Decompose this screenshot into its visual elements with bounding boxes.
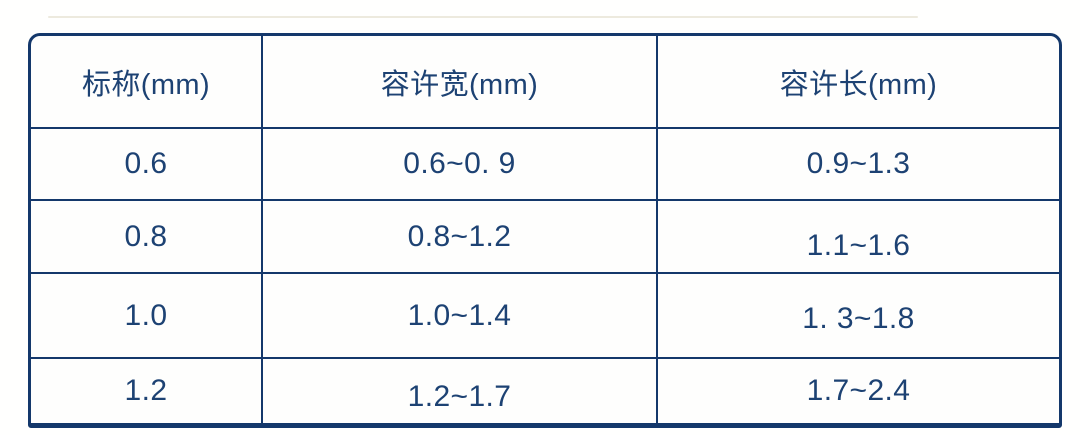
cell-allowed-length: 1. 3~1.8 — [656, 272, 1059, 357]
cell-allowed-length: 1.7~2.4 — [656, 357, 1059, 423]
cell-nominal: 1.2 — [31, 357, 261, 423]
cell-value: 1.1~1.6 — [806, 228, 911, 262]
cell-nominal: 1.0 — [31, 272, 261, 357]
header-label: 标称(mm) — [81, 68, 211, 101]
cell-value: 1.2~1.7 — [407, 380, 512, 413]
cell-value: 1.0~1.4 — [407, 298, 512, 332]
header-label: 容许长(mm) — [779, 68, 938, 101]
cell-value: 0.8 — [124, 219, 168, 253]
cell-allowed-width: 0.8~1.2 — [261, 199, 656, 272]
cell-allowed-width: 1.2~1.7 — [261, 357, 656, 423]
cell-allowed-length: 1.1~1.6 — [656, 199, 1059, 272]
cell-nominal: 0.6 — [31, 127, 261, 199]
cell-allowed-width: 0.6~0. 9 — [261, 127, 656, 199]
header-label: 容许宽(mm) — [380, 68, 539, 101]
cell-value: 0.6 — [124, 147, 168, 180]
cell-allowed-length: 0.9~1.3 — [656, 127, 1059, 199]
cropped-element-edge — [48, 16, 918, 18]
cell-value: 0.8~1.2 — [407, 219, 512, 253]
tolerance-table: 标称(mm) 容许宽(mm) 容许长(mm) 0.6 0.6~0. 9 0.9~… — [28, 33, 1062, 428]
cell-nominal: 0.8 — [31, 199, 261, 272]
cell-value: 0.6~0. 9 — [403, 147, 516, 180]
cell-value: 1. 3~1.8 — [802, 301, 915, 335]
cell-value: 0.9~1.3 — [806, 147, 911, 180]
cell-value: 1.0 — [124, 298, 168, 332]
cell-value: 1.2 — [124, 374, 168, 407]
header-cell-nominal: 标称(mm) — [31, 36, 261, 127]
cell-value: 1.7~2.4 — [806, 374, 911, 407]
header-cell-allowed-length: 容许长(mm) — [656, 36, 1059, 127]
cell-allowed-width: 1.0~1.4 — [261, 272, 656, 357]
header-cell-allowed-width: 容许宽(mm) — [261, 36, 656, 127]
